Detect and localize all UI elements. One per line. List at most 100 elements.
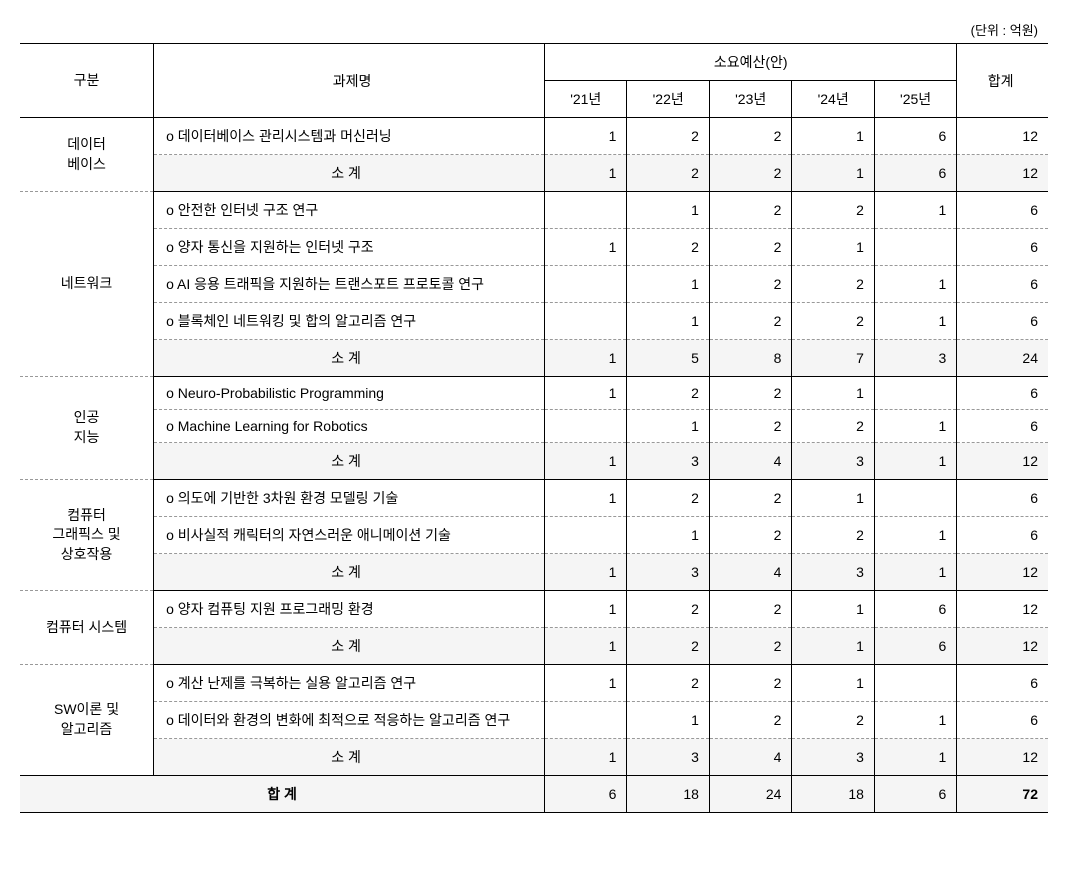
task-cell: o 양자 통신을 지원하는 인터넷 구조 xyxy=(154,229,545,266)
grand-total-row: 합 계6182418672 xyxy=(20,776,1048,813)
subtotal-row: 소 계1221612 xyxy=(20,155,1048,192)
value-cell xyxy=(545,266,627,303)
value-cell: 1 xyxy=(627,410,709,443)
value-cell: 2 xyxy=(709,229,791,266)
subtotal-value: 2 xyxy=(627,628,709,665)
value-cell: 1 xyxy=(874,410,956,443)
value-cell: 1 xyxy=(874,192,956,229)
subtotal-value: 3 xyxy=(792,554,874,591)
value-cell: 2 xyxy=(792,192,874,229)
subtotal-value: 3 xyxy=(874,340,956,377)
task-cell: o 비사실적 캐릭터의 자연스러운 애니메이션 기술 xyxy=(154,517,545,554)
row-total-cell: 12 xyxy=(957,118,1048,155)
value-cell: 2 xyxy=(627,480,709,517)
subtotal-value: 1 xyxy=(874,554,956,591)
table-row: o AI 응용 트래픽을 지원하는 트랜스포트 프로토콜 연구12216 xyxy=(20,266,1048,303)
subtotal-total: 12 xyxy=(957,155,1048,192)
subtotal-value: 1 xyxy=(545,155,627,192)
task-cell: o 의도에 기반한 3차원 환경 모델링 기술 xyxy=(154,480,545,517)
value-cell xyxy=(545,517,627,554)
subtotal-value: 1 xyxy=(874,739,956,776)
subtotal-row: 소 계1587324 xyxy=(20,340,1048,377)
row-total-cell: 6 xyxy=(957,480,1048,517)
subtotal-value: 4 xyxy=(709,443,791,480)
value-cell: 1 xyxy=(627,517,709,554)
value-cell: 1 xyxy=(792,229,874,266)
subtotal-total: 12 xyxy=(957,628,1048,665)
grand-total-value: 6 xyxy=(545,776,627,813)
subtotal-value: 5 xyxy=(627,340,709,377)
table-row: o 비사실적 캐릭터의 자연스러운 애니메이션 기술12216 xyxy=(20,517,1048,554)
value-cell: 1 xyxy=(874,303,956,340)
subtotal-total: 12 xyxy=(957,554,1048,591)
value-cell: 2 xyxy=(792,702,874,739)
value-cell: 1 xyxy=(874,702,956,739)
table-row: 네트워크o 안전한 인터넷 구조 연구12216 xyxy=(20,192,1048,229)
value-cell xyxy=(545,303,627,340)
grand-total-label: 합 계 xyxy=(20,776,545,813)
value-cell: 2 xyxy=(709,665,791,702)
row-total-cell: 12 xyxy=(957,591,1048,628)
value-cell: 2 xyxy=(792,266,874,303)
subtotal-value: 1 xyxy=(545,443,627,480)
subtotal-value: 1 xyxy=(545,340,627,377)
subtotal-value: 4 xyxy=(709,554,791,591)
subtotal-row: 소 계1343112 xyxy=(20,739,1048,776)
header-year-23: '23년 xyxy=(709,81,791,118)
subtotal-label: 소 계 xyxy=(154,155,545,192)
value-cell: 1 xyxy=(627,702,709,739)
task-cell: o 데이터와 환경의 변화에 최적으로 적응하는 알고리즘 연구 xyxy=(154,702,545,739)
subtotal-total: 12 xyxy=(957,443,1048,480)
value-cell: 2 xyxy=(792,517,874,554)
header-category: 구분 xyxy=(20,44,154,118)
table-row: 데이터베이스o 데이터베이스 관리시스템과 머신러닝1221612 xyxy=(20,118,1048,155)
grand-total-value: 18 xyxy=(792,776,874,813)
value-cell: 1 xyxy=(545,591,627,628)
value-cell: 2 xyxy=(709,303,791,340)
subtotal-value: 2 xyxy=(709,155,791,192)
value-cell xyxy=(874,377,956,410)
value-cell: 1 xyxy=(792,118,874,155)
value-cell: 1 xyxy=(792,377,874,410)
table-row: o 블록체인 네트워킹 및 합의 알고리즘 연구12216 xyxy=(20,303,1048,340)
value-cell: 2 xyxy=(709,192,791,229)
subtotal-total: 24 xyxy=(957,340,1048,377)
subtotal-value: 1 xyxy=(545,554,627,591)
subtotal-label: 소 계 xyxy=(154,340,545,377)
table-row: SW이론 및알고리즘o 계산 난제를 극복하는 실용 알고리즘 연구12216 xyxy=(20,665,1048,702)
value-cell: 1 xyxy=(792,591,874,628)
table-header: 구분 과제명 소요예산(안) 합계 '21년 '22년 '23년 '24년 '2… xyxy=(20,44,1048,118)
category-cell: SW이론 및알고리즘 xyxy=(20,665,154,776)
row-total-cell: 6 xyxy=(957,702,1048,739)
task-cell: o 양자 컴퓨팅 지원 프로그래밍 환경 xyxy=(154,591,545,628)
row-total-cell: 6 xyxy=(957,229,1048,266)
table-row: 컴퓨터 시스템o 양자 컴퓨팅 지원 프로그래밍 환경1221612 xyxy=(20,591,1048,628)
subtotal-value: 8 xyxy=(709,340,791,377)
value-cell: 6 xyxy=(874,118,956,155)
subtotal-value: 6 xyxy=(874,628,956,665)
value-cell: 1 xyxy=(792,480,874,517)
table-row: 인공지능o Neuro-Probabilistic Programming122… xyxy=(20,377,1048,410)
category-cell: 네트워크 xyxy=(20,192,154,377)
value-cell: 1 xyxy=(627,192,709,229)
header-task: 과제명 xyxy=(154,44,545,118)
value-cell: 2 xyxy=(627,665,709,702)
subtotal-value: 2 xyxy=(627,155,709,192)
value-cell xyxy=(874,480,956,517)
value-cell: 1 xyxy=(874,266,956,303)
table-row: o 양자 통신을 지원하는 인터넷 구조12216 xyxy=(20,229,1048,266)
value-cell: 2 xyxy=(709,377,791,410)
table-row: 컴퓨터그래픽스 및상호작용o 의도에 기반한 3차원 환경 모델링 기술1221… xyxy=(20,480,1048,517)
task-cell: o Machine Learning for Robotics xyxy=(154,410,545,443)
subtotal-value: 1 xyxy=(792,155,874,192)
value-cell: 2 xyxy=(709,480,791,517)
row-total-cell: 6 xyxy=(957,410,1048,443)
budget-table: 구분 과제명 소요예산(안) 합계 '21년 '22년 '23년 '24년 '2… xyxy=(20,43,1048,813)
task-cell: o Neuro-Probabilistic Programming xyxy=(154,377,545,410)
subtotal-label: 소 계 xyxy=(154,443,545,480)
value-cell xyxy=(545,410,627,443)
subtotal-label: 소 계 xyxy=(154,554,545,591)
subtotal-value: 3 xyxy=(792,443,874,480)
subtotal-row: 소 계1343112 xyxy=(20,443,1048,480)
grand-total-value: 6 xyxy=(874,776,956,813)
